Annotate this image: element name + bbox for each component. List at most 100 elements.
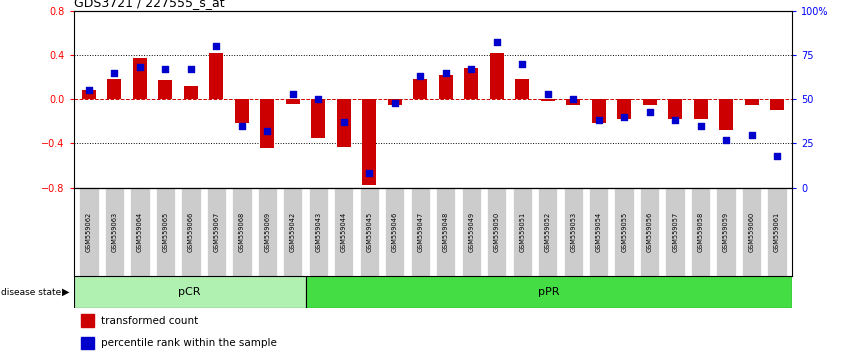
Bar [81, 337, 94, 349]
Bar [311, 99, 326, 138]
Point [643, 109, 656, 114]
Point [591, 118, 605, 123]
FancyBboxPatch shape [105, 188, 124, 276]
Text: GSM559045: GSM559045 [366, 212, 372, 252]
Bar [413, 79, 427, 99]
Bar [107, 79, 121, 99]
Text: GSM559062: GSM559062 [86, 212, 92, 252]
Bar [337, 99, 351, 147]
FancyBboxPatch shape [691, 188, 710, 276]
Bar [81, 314, 94, 327]
Bar [388, 99, 402, 105]
Text: transformed count: transformed count [101, 316, 198, 326]
Text: ▶: ▶ [61, 287, 69, 297]
Bar [694, 99, 708, 119]
FancyBboxPatch shape [513, 188, 532, 276]
FancyBboxPatch shape [385, 188, 404, 276]
Bar [745, 99, 759, 105]
Text: disease state: disease state [1, 287, 61, 297]
Bar [515, 79, 529, 99]
Bar [261, 99, 275, 148]
Text: GSM559067: GSM559067 [213, 212, 219, 252]
Point [210, 43, 223, 49]
Text: pCR: pCR [178, 287, 201, 297]
FancyBboxPatch shape [767, 188, 787, 276]
Text: percentile rank within the sample: percentile rank within the sample [101, 338, 277, 348]
Bar [439, 75, 453, 99]
Bar [184, 86, 197, 99]
Text: GSM559054: GSM559054 [596, 212, 602, 252]
Text: GSM559060: GSM559060 [748, 212, 754, 252]
Text: GSM559048: GSM559048 [443, 212, 449, 252]
Text: GSM559058: GSM559058 [698, 212, 704, 252]
Bar [210, 53, 223, 99]
FancyBboxPatch shape [410, 188, 430, 276]
Point [745, 132, 759, 137]
Point [312, 96, 326, 102]
Bar [286, 99, 300, 104]
FancyBboxPatch shape [156, 188, 175, 276]
FancyBboxPatch shape [283, 188, 302, 276]
FancyBboxPatch shape [665, 188, 685, 276]
FancyBboxPatch shape [334, 188, 353, 276]
FancyBboxPatch shape [538, 188, 558, 276]
FancyBboxPatch shape [258, 188, 277, 276]
Text: GSM559068: GSM559068 [239, 212, 245, 252]
Bar [158, 80, 172, 99]
Text: GSM559057: GSM559057 [672, 212, 678, 252]
Point [490, 40, 504, 45]
Point [158, 66, 172, 72]
Bar [362, 99, 377, 185]
FancyBboxPatch shape [207, 188, 226, 276]
Bar [306, 276, 792, 308]
FancyBboxPatch shape [487, 188, 507, 276]
Text: GSM559042: GSM559042 [290, 212, 296, 252]
Text: GSM559050: GSM559050 [494, 212, 500, 252]
Text: GSM559049: GSM559049 [469, 212, 475, 252]
Text: GSM559066: GSM559066 [188, 212, 194, 252]
Text: GSM559056: GSM559056 [647, 212, 653, 252]
FancyBboxPatch shape [130, 188, 150, 276]
Bar [464, 68, 478, 99]
Text: pPR: pPR [539, 287, 559, 297]
Bar [489, 53, 504, 99]
Point [286, 91, 300, 97]
Point [617, 114, 631, 120]
Point [184, 66, 197, 72]
Bar [74, 276, 306, 308]
FancyBboxPatch shape [742, 188, 761, 276]
Text: GSM559044: GSM559044 [341, 212, 346, 252]
Point [235, 123, 249, 129]
Bar [617, 99, 631, 119]
Text: GSM559046: GSM559046 [391, 212, 397, 252]
Point [566, 96, 580, 102]
Text: GSM559063: GSM559063 [112, 212, 118, 252]
FancyBboxPatch shape [232, 188, 251, 276]
Point [107, 70, 121, 75]
Bar [132, 58, 147, 99]
Point [770, 153, 784, 159]
Text: GSM559053: GSM559053 [570, 212, 576, 252]
Text: GSM559055: GSM559055 [621, 212, 627, 252]
Point [515, 61, 529, 67]
Text: GSM559059: GSM559059 [723, 212, 729, 252]
Point [694, 123, 708, 129]
Point [82, 87, 96, 93]
Text: GSM559061: GSM559061 [774, 212, 780, 252]
Text: GSM559064: GSM559064 [137, 212, 143, 252]
FancyBboxPatch shape [716, 188, 736, 276]
Text: GSM559051: GSM559051 [520, 212, 525, 252]
Point [669, 118, 682, 123]
Point [362, 171, 376, 176]
Bar [540, 99, 555, 101]
Text: GSM559043: GSM559043 [315, 212, 321, 252]
FancyBboxPatch shape [564, 188, 583, 276]
Point [540, 91, 554, 97]
Point [337, 119, 351, 125]
Bar [770, 99, 784, 110]
Point [413, 73, 427, 79]
FancyBboxPatch shape [589, 188, 608, 276]
Text: GSM559052: GSM559052 [545, 212, 551, 252]
Point [439, 70, 453, 75]
Point [464, 66, 478, 72]
